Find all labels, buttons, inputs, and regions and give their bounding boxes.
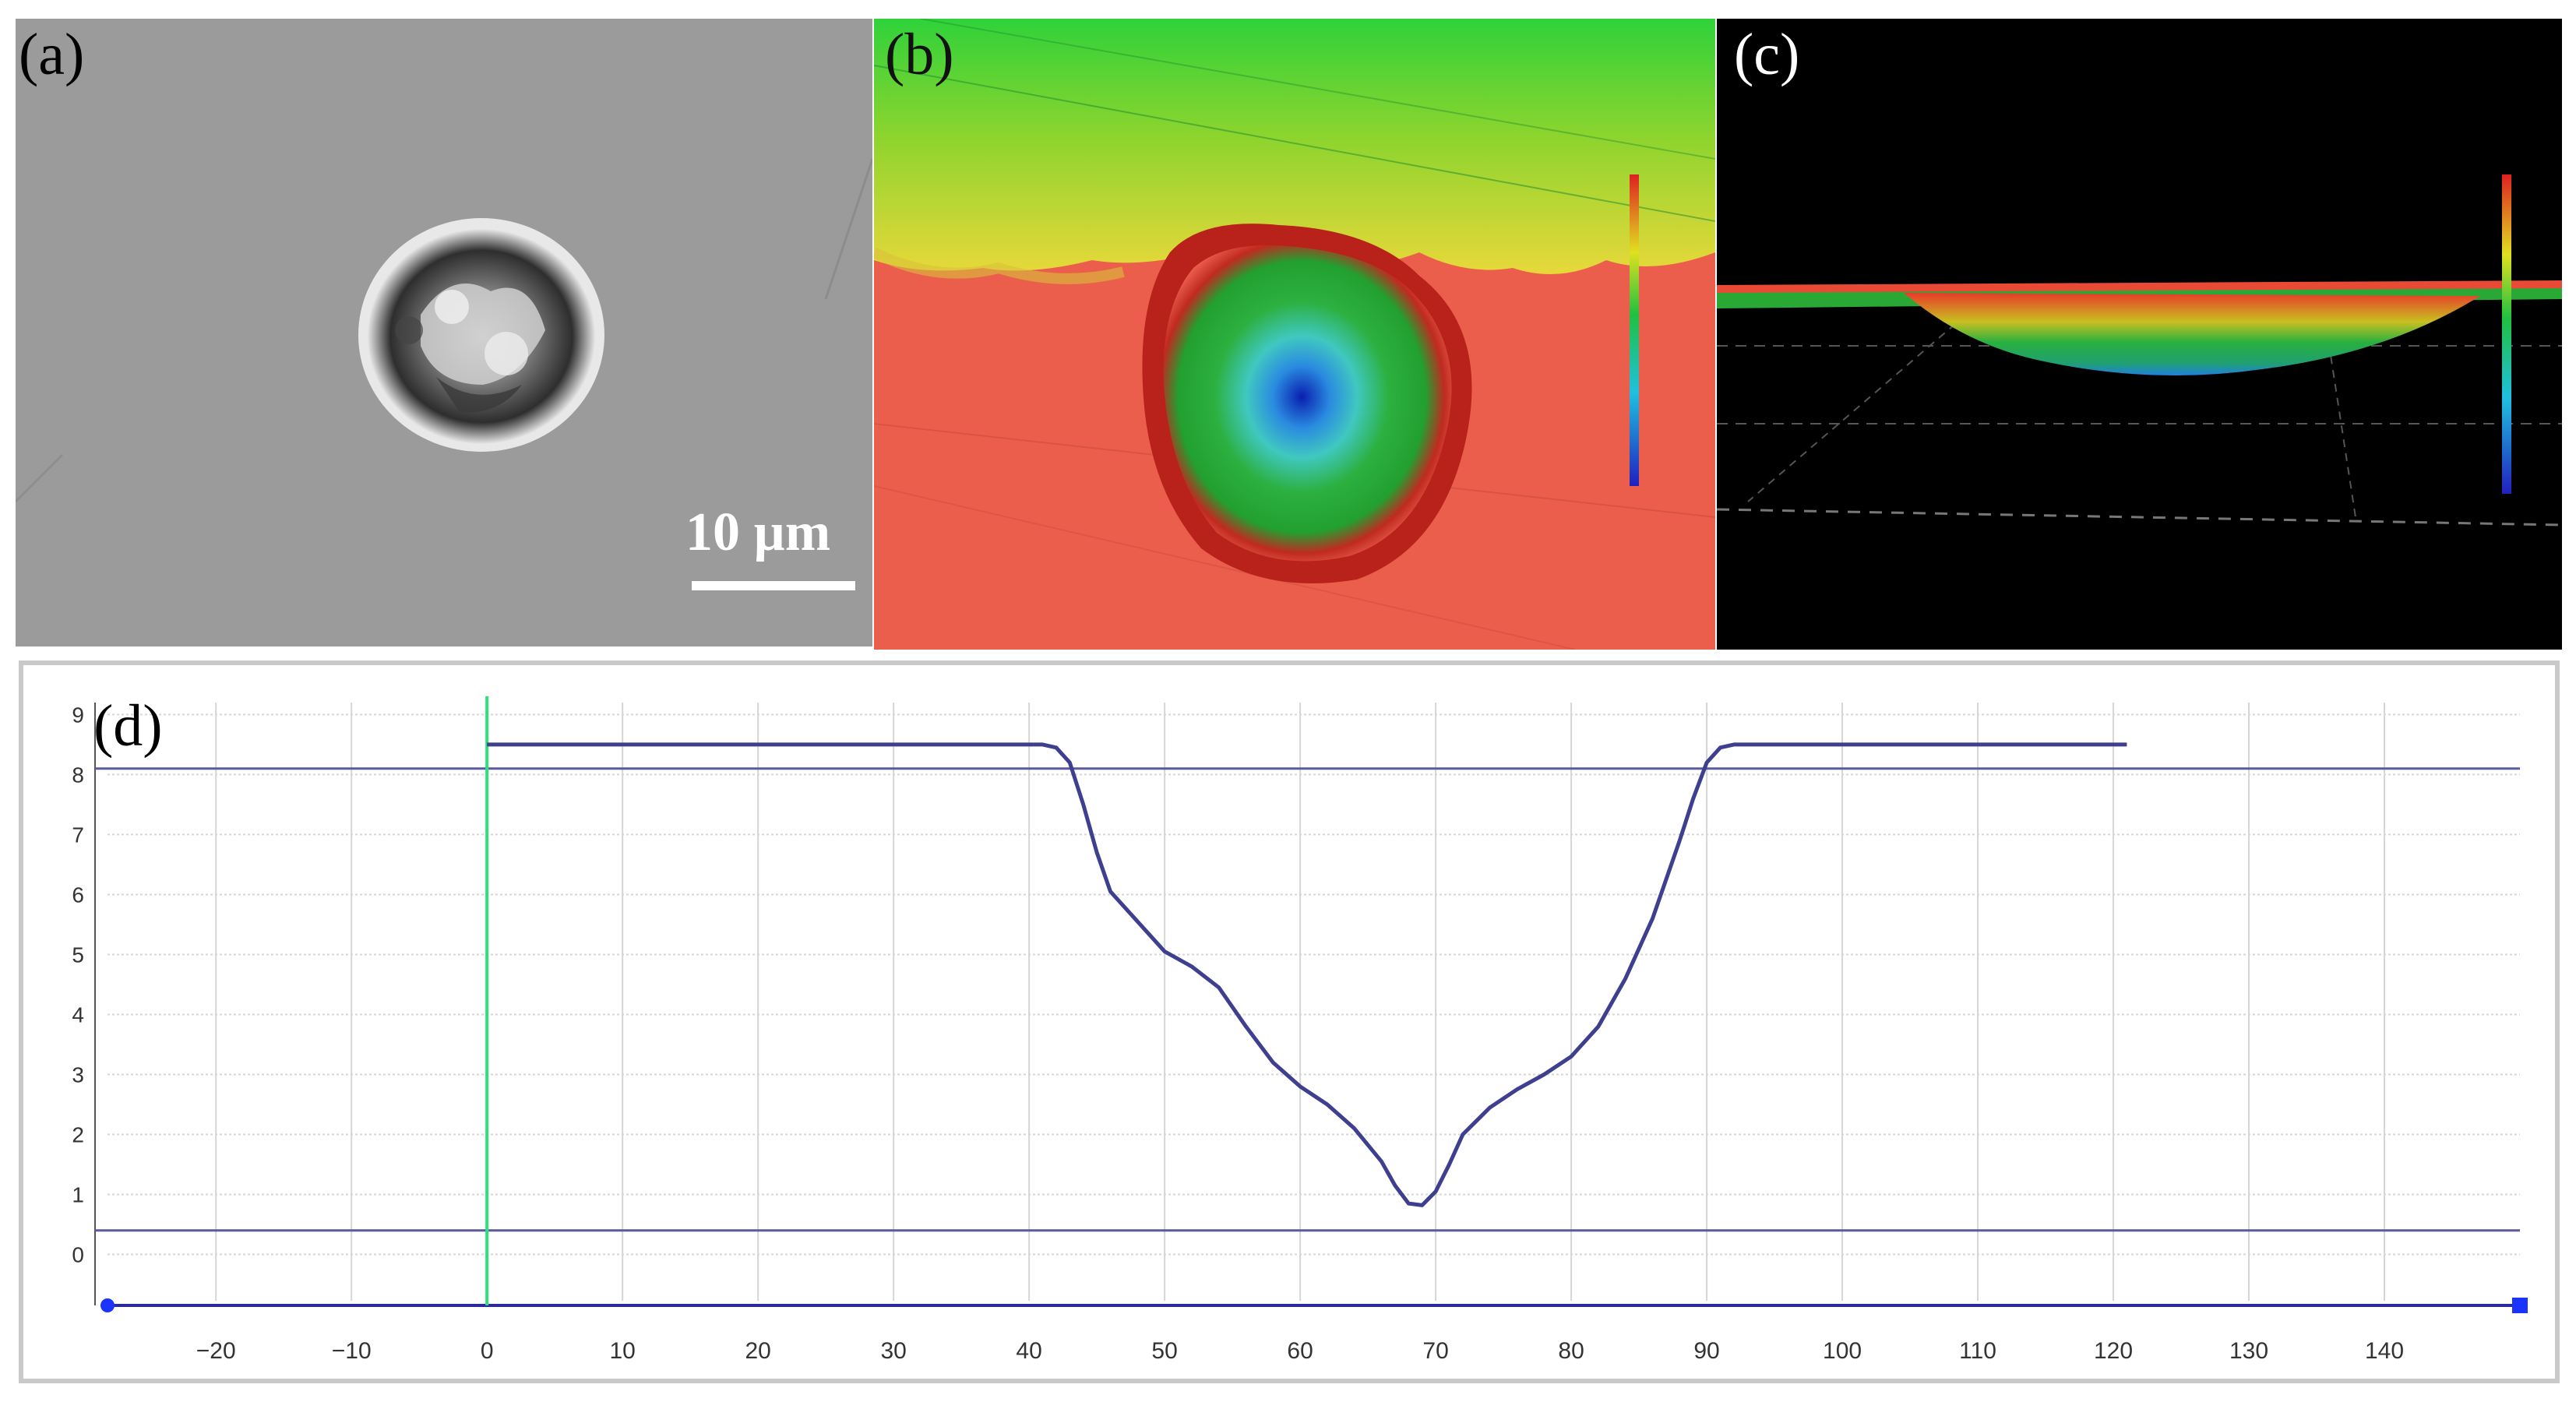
x-tick-label: 50 — [1151, 1338, 1177, 1364]
x-tick-label: 40 — [1016, 1338, 1041, 1364]
x-tick-label: 30 — [880, 1338, 906, 1364]
x-tick-label: 20 — [745, 1338, 770, 1364]
y-tick-label: 4 — [72, 1002, 84, 1027]
panel-b-label: (b) — [885, 22, 954, 87]
scale-bar-label: 10 µm — [685, 502, 831, 562]
y-tick-label: 2 — [72, 1123, 84, 1147]
x-tick-label: −20 — [196, 1338, 236, 1364]
x-tick-label: 120 — [2094, 1338, 2133, 1364]
profile-series-line — [487, 742, 2127, 1207]
panel-b-height-map: (b) — [874, 19, 1715, 650]
height-map — [874, 19, 1715, 650]
y-tick-label: 8 — [72, 763, 84, 787]
panel-c-3d-view: (c) — [1717, 19, 2562, 650]
panel-d-label: (d) — [93, 693, 163, 759]
panel-c-label: (c) — [1734, 22, 1800, 87]
y-tick-label: 5 — [72, 942, 84, 967]
y-tick-label: 9 — [72, 703, 84, 727]
panel-d-profile-chart: −20 −10 0 10 20 30 40 50 60 70 80 90 100 110 120 130 140… — [19, 660, 2560, 1383]
y-tick-label: 3 — [72, 1062, 84, 1087]
x-tick-label: 60 — [1287, 1338, 1313, 1364]
x-tick-label: 90 — [1693, 1338, 1719, 1364]
y-tick-label: 7 — [72, 823, 84, 847]
x-tick-label: 100 — [1823, 1338, 1862, 1364]
x-tick-label: −10 — [332, 1338, 372, 1364]
axis-end-marker — [2512, 1298, 2528, 1313]
y-tick-label: 6 — [72, 882, 84, 907]
sem-image — [16, 19, 872, 646]
panel-a-sem-image: (a) 10 µm — [16, 19, 872, 646]
axis-start-marker — [100, 1298, 115, 1312]
y-tick-label: 0 — [72, 1243, 84, 1267]
scale-bar — [692, 581, 855, 590]
x-tick-label: 10 — [609, 1338, 635, 1364]
x-tick-label: 0 — [481, 1338, 494, 1364]
x-tick-label: 110 — [1959, 1338, 1996, 1364]
x-tick-label: 70 — [1422, 1338, 1448, 1364]
x-tick-label: 130 — [2229, 1338, 2268, 1364]
panel-a-label: (a) — [19, 22, 85, 87]
profile-chart: −20 −10 0 10 20 30 40 50 60 70 80 90 100 110 120 130 140… — [72, 696, 2528, 1364]
y-tick-label: 1 — [72, 1183, 84, 1207]
x-tick-label: 80 — [1558, 1338, 1584, 1364]
x-tick-label: 140 — [2365, 1338, 2404, 1364]
3d-view — [1717, 19, 2562, 650]
